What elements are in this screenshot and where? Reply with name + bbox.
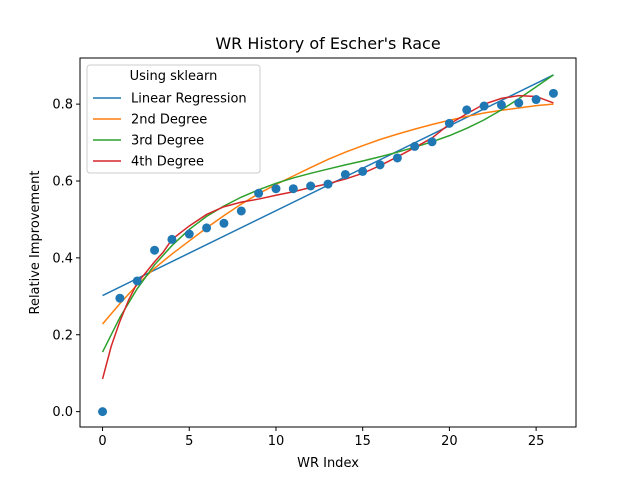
y-tick-label: 0.8 (52, 98, 73, 113)
data-point (288, 184, 298, 194)
legend-label: 4th Degree (131, 155, 204, 170)
legend-box (86, 64, 261, 174)
data-point (548, 88, 558, 98)
legend: Using sklearn Linear Regression 2nd Degre… (86, 64, 261, 174)
x-tick-label: 25 (528, 434, 545, 449)
x-axis-label: WR Index (297, 456, 359, 471)
x-tick-label: 20 (441, 434, 458, 449)
data-point (323, 179, 333, 189)
data-point (132, 276, 142, 286)
legend-title: Using sklearn (130, 69, 218, 84)
data-point (358, 166, 368, 176)
legend-label: 2nd Degree (131, 113, 207, 128)
data-point (427, 137, 437, 147)
data-point (392, 153, 402, 163)
data-point (514, 98, 524, 108)
data-point (167, 234, 177, 244)
data-point (479, 101, 489, 111)
x-tick-label: 15 (354, 434, 371, 449)
chart-title: WR History of Escher's Race (215, 34, 440, 53)
y-tick-label: 0.6 (52, 175, 73, 190)
legend-items: Linear Regression 2nd Degree 3rd Degree 4th… (93, 92, 247, 170)
data-point (444, 118, 454, 128)
data-point (496, 100, 506, 110)
data-point (410, 141, 420, 151)
series-line-3 (101, 74, 554, 353)
data-point (531, 95, 541, 105)
y-tick-label: 0.0 (52, 405, 73, 420)
plot-frame (79, 57, 577, 428)
data-point (306, 181, 316, 191)
y-tick-label: 0.4 (52, 251, 73, 266)
data-point (340, 169, 350, 179)
y-axis: 0.0 0.2 0.4 0.6 0.8 (52, 98, 80, 420)
x-axis: 0 5 10 15 20 25 (98, 427, 544, 449)
x-tick-label: 5 (185, 434, 193, 449)
legend-label: Linear Regression (131, 92, 247, 107)
data-point (462, 105, 472, 115)
data-point (375, 160, 385, 170)
legend-label: 3rd Degree (131, 134, 204, 149)
x-tick-label: 0 (98, 434, 106, 449)
x-tick-label: 10 (268, 434, 285, 449)
data-point (98, 407, 108, 417)
y-tick-label: 0.2 (52, 328, 73, 343)
data-point (115, 293, 125, 303)
data-point (236, 206, 246, 216)
data-point (271, 184, 281, 194)
series-line-2 (101, 103, 554, 325)
points-layer (98, 88, 558, 417)
data-point (202, 223, 212, 233)
data-point (184, 229, 194, 239)
y-axis-label: Relative Improvement (28, 170, 43, 314)
data-point (150, 245, 160, 255)
data-point (219, 218, 229, 228)
data-point (254, 188, 264, 198)
